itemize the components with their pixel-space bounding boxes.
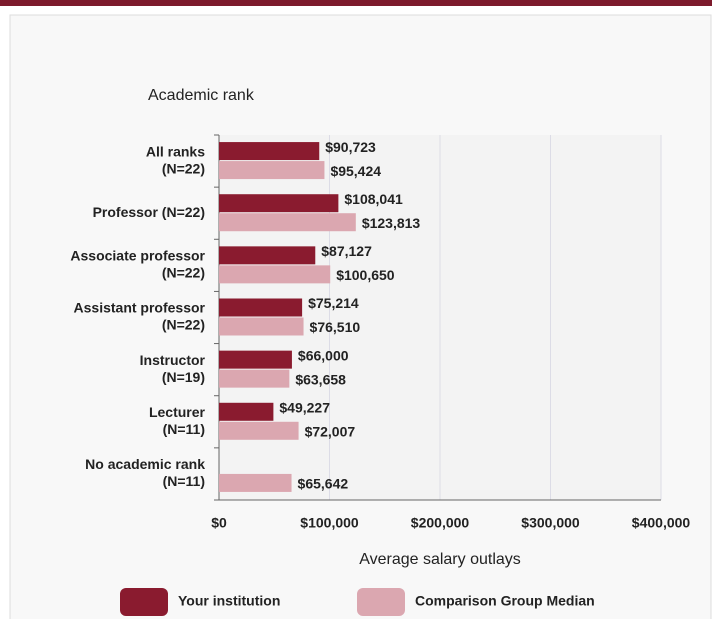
y-tick-label: (N=19) xyxy=(162,369,205,385)
x-tick-label: $100,000 xyxy=(300,515,359,531)
y-tick-label: Lecturer xyxy=(149,404,206,420)
bar xyxy=(219,317,304,336)
data-label: $76,510 xyxy=(310,319,361,335)
bar xyxy=(219,246,316,265)
x-tick-label: $400,000 xyxy=(632,515,691,531)
y-tick-label: (N=22) xyxy=(162,317,205,333)
bar xyxy=(219,369,290,388)
data-label: $123,813 xyxy=(362,215,421,231)
bar xyxy=(219,473,292,492)
bar xyxy=(219,298,303,317)
legend-label: Comparison Group Median xyxy=(415,593,595,609)
bar xyxy=(219,213,356,232)
data-label: $63,658 xyxy=(295,371,346,387)
bar xyxy=(219,402,274,421)
y-tick-label: (N=11) xyxy=(163,421,205,437)
data-label: $72,007 xyxy=(305,423,356,439)
bar xyxy=(219,421,299,440)
data-label: $49,227 xyxy=(279,399,330,415)
bar xyxy=(219,194,339,213)
y-tick-label: Professor (N=22) xyxy=(93,204,205,220)
data-label: $75,214 xyxy=(308,295,359,311)
data-label: $90,723 xyxy=(325,139,376,155)
data-label: $108,041 xyxy=(344,191,403,207)
y-tick-label: (N=22) xyxy=(162,265,205,281)
data-label: $66,000 xyxy=(298,347,349,363)
data-label: $87,127 xyxy=(321,243,372,259)
y-axis-title: Academic rank xyxy=(148,87,255,104)
y-tick-label: (N=11) xyxy=(163,473,205,489)
x-axis-title: Average salary outlays xyxy=(359,551,521,568)
x-tick-label: $0 xyxy=(211,515,227,531)
x-tick-label: $300,000 xyxy=(521,515,580,531)
legend-label: Your institution xyxy=(178,593,280,609)
y-tick-label: All ranks xyxy=(146,143,205,159)
bar xyxy=(219,265,331,284)
x-tick-label: $200,000 xyxy=(411,515,470,531)
y-tick-label: No academic rank xyxy=(85,456,205,472)
bar xyxy=(219,350,292,369)
data-label: $100,650 xyxy=(336,267,395,283)
y-tick-label: Assistant professor xyxy=(74,300,206,316)
data-label: $95,424 xyxy=(330,163,381,179)
bar xyxy=(219,161,325,180)
legend-swatch xyxy=(120,588,168,616)
top-bar xyxy=(0,0,712,6)
legend-swatch xyxy=(357,588,405,616)
data-label: $65,642 xyxy=(298,476,349,492)
y-tick-label: Instructor xyxy=(140,352,206,368)
bar xyxy=(219,142,320,161)
y-tick-label: (N=22) xyxy=(162,160,205,176)
y-tick-label: Associate professor xyxy=(70,248,205,264)
